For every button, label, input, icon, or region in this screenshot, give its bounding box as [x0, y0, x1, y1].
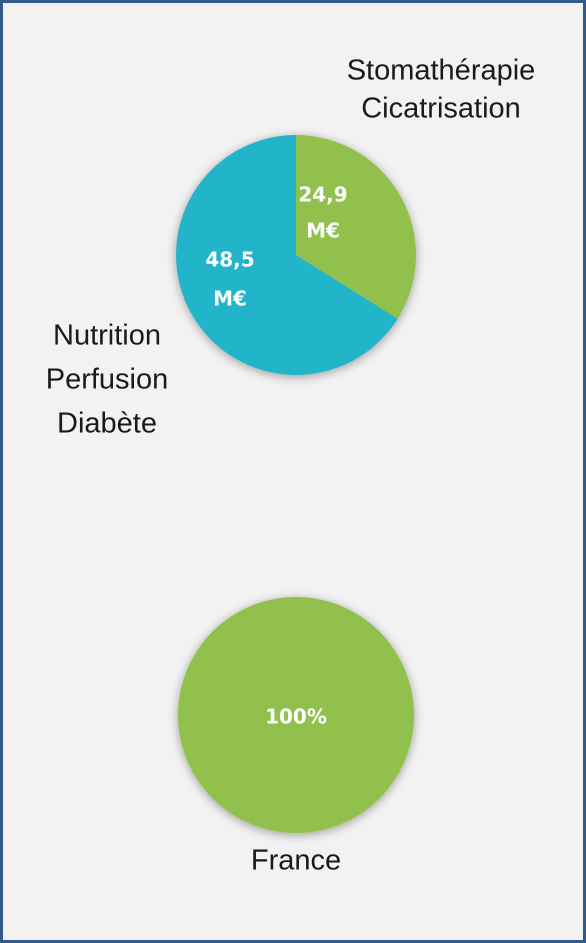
data-label: M€ [306, 219, 340, 243]
pie-slice [296, 135, 416, 319]
pie-slice [178, 597, 414, 833]
data-label: M€ [213, 287, 247, 311]
category-label: Perfusion [46, 364, 169, 396]
data-label: 24,9 [298, 183, 347, 207]
category-label: Nutrition [53, 320, 161, 352]
pie [176, 135, 416, 375]
category-label: Diabète [57, 408, 157, 440]
pie-slice [176, 135, 398, 375]
data-label: 48,5 [205, 248, 254, 272]
category-label: Cicatrisation [361, 93, 521, 125]
category-label: Stomathérapie [347, 55, 536, 87]
pie [178, 597, 414, 833]
data-label: 100% [265, 705, 327, 729]
category-label: France [251, 845, 341, 877]
